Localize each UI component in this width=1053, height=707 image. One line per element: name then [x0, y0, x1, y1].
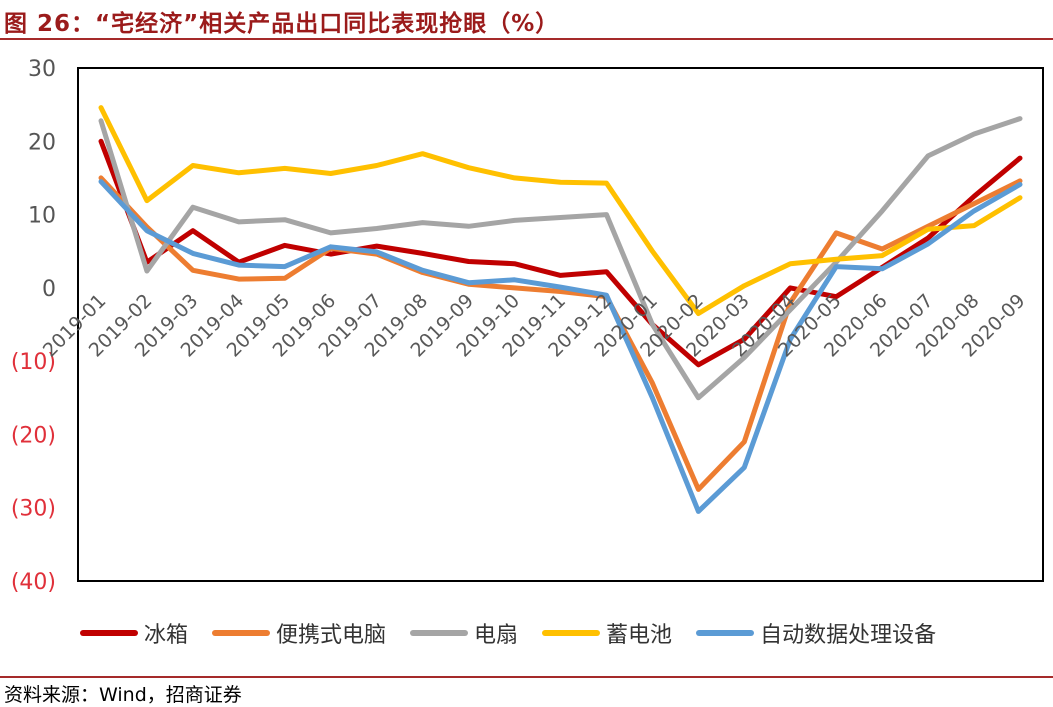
y-tick-label: 20: [28, 130, 56, 155]
legend-item: 自动数据处理设备: [696, 617, 936, 649]
legend-label: 冰箱: [144, 623, 189, 648]
y-tick-label: (20): [11, 423, 56, 448]
legend-swatch: [212, 630, 271, 636]
y-tick-label: (10): [11, 350, 56, 375]
series-line: [98, 175, 1023, 492]
y-tick-label: (30): [11, 497, 56, 522]
footer-rule: [0, 676, 1053, 678]
series-line: [98, 116, 1023, 401]
y-tick-label: (40): [11, 570, 56, 595]
legend-item: 冰箱: [80, 617, 188, 649]
plot-area-frame: [77, 67, 1044, 582]
series-line: [98, 138, 1023, 368]
legend-swatch: [696, 630, 755, 636]
y-tick-label: 30: [28, 57, 56, 82]
legend-item: 电扇: [410, 617, 518, 649]
legend-label: 自动数据处理设备: [760, 623, 937, 648]
legend-item: 蓄电池: [542, 617, 672, 649]
header-rule: [0, 38, 1053, 40]
legend-swatch: [542, 630, 601, 636]
y-tick-label: 10: [28, 204, 56, 229]
source-note: 资料来源：Wind，招商证券: [4, 684, 242, 706]
legend-swatch: [80, 630, 138, 636]
y-tick-label: 0: [42, 277, 56, 302]
figure-header: 图 26：“宅经济”相关产品出口同比表现抢眼（%）: [0, 0, 1053, 40]
series-line: [98, 105, 1023, 316]
chart-legend: 冰箱 便携式电脑 电扇 蓄电池 自动数据处理设备: [80, 618, 960, 648]
legend-item: 便携式电脑: [212, 617, 386, 649]
line-chart: 3020100(10)(20)(30)(40)2019-012019-02201…: [11, 57, 1044, 595]
legend-swatch: [410, 630, 469, 636]
figure-title: 图 26：“宅经济”相关产品出口同比表现抢眼（%）: [4, 11, 560, 37]
legend-label: 电扇: [474, 623, 519, 648]
series-line: [98, 179, 1023, 514]
legend-label: 蓄电池: [606, 623, 673, 648]
legend-label: 便携式电脑: [276, 623, 387, 648]
